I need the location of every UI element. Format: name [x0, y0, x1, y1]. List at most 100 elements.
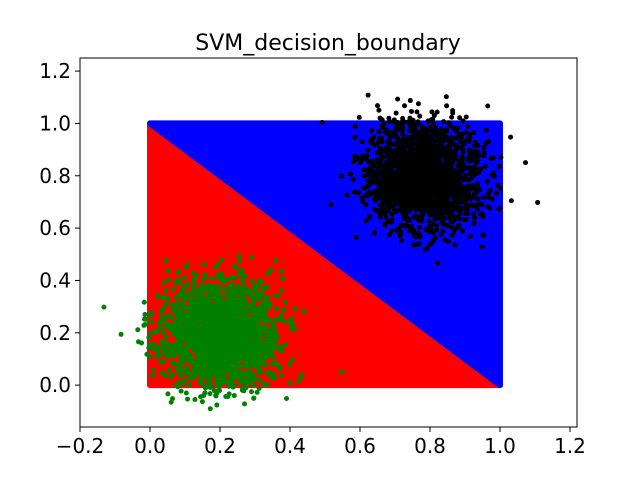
series-green-points — [101, 253, 345, 412]
data-point — [180, 292, 186, 298]
data-point — [206, 367, 212, 373]
data-point — [382, 222, 388, 228]
data-point — [144, 351, 150, 357]
data-point — [236, 344, 242, 350]
data-point — [252, 287, 258, 293]
data-point — [166, 367, 172, 373]
data-point — [498, 186, 504, 192]
data-point — [393, 176, 399, 182]
data-point — [216, 293, 222, 299]
data-point — [413, 207, 419, 213]
data-point — [442, 237, 448, 243]
data-point — [227, 383, 233, 389]
data-point — [197, 303, 203, 309]
data-point — [404, 217, 410, 223]
x-tick-label: 0.4 — [274, 434, 306, 458]
data-point — [425, 118, 431, 124]
data-point — [393, 110, 399, 116]
x-tick-label: 1.2 — [554, 434, 586, 458]
data-point — [260, 360, 266, 366]
data-point — [183, 264, 189, 270]
data-point — [264, 338, 270, 344]
data-point — [399, 194, 405, 200]
data-point — [484, 179, 490, 185]
data-point — [141, 299, 147, 305]
data-point — [376, 169, 382, 175]
data-point — [220, 374, 226, 380]
data-point — [277, 346, 283, 352]
data-point — [270, 321, 276, 327]
data-point — [406, 177, 412, 183]
series-black-points — [319, 92, 541, 266]
data-point — [283, 342, 289, 348]
data-point — [189, 296, 195, 302]
data-point — [460, 162, 466, 168]
data-point — [410, 166, 416, 172]
data-point — [154, 328, 160, 334]
data-point — [433, 167, 439, 173]
data-point — [270, 333, 276, 339]
data-point — [199, 399, 205, 405]
data-point — [444, 103, 450, 109]
data-point — [161, 358, 167, 364]
data-point — [421, 185, 427, 191]
data-point — [185, 281, 191, 287]
data-point — [459, 131, 465, 137]
data-point — [468, 185, 474, 191]
data-point — [431, 121, 437, 127]
data-point — [410, 160, 416, 166]
data-point — [282, 299, 288, 305]
data-point — [168, 345, 174, 351]
data-point — [243, 339, 249, 345]
data-point — [223, 287, 229, 293]
data-point — [376, 129, 382, 135]
data-point — [434, 109, 440, 115]
data-point — [229, 288, 234, 294]
data-point — [241, 388, 247, 394]
data-point — [193, 318, 199, 324]
data-point — [427, 229, 433, 235]
data-point — [170, 360, 176, 366]
data-point — [464, 183, 470, 189]
data-point — [352, 134, 358, 140]
data-point — [173, 294, 179, 300]
data-point — [135, 339, 141, 345]
data-point — [253, 334, 259, 340]
data-point — [191, 291, 197, 297]
data-point — [187, 328, 193, 334]
data-point — [410, 155, 416, 161]
data-point — [193, 311, 199, 317]
data-point — [350, 159, 356, 165]
data-point — [397, 170, 403, 176]
data-point — [236, 339, 242, 345]
data-point — [427, 202, 433, 208]
data-point — [388, 219, 394, 225]
data-point — [170, 302, 176, 308]
data-point — [432, 235, 438, 241]
data-point — [180, 381, 186, 387]
data-point — [202, 352, 208, 358]
data-point — [248, 341, 254, 347]
data-point — [377, 211, 383, 217]
data-point — [292, 306, 298, 312]
data-point — [202, 328, 208, 334]
data-point — [198, 289, 204, 295]
data-point — [429, 116, 435, 122]
data-point — [142, 321, 148, 327]
data-point — [356, 189, 362, 195]
data-point — [379, 117, 385, 123]
data-point — [427, 223, 433, 229]
data-point — [207, 360, 213, 366]
data-point — [423, 136, 429, 142]
data-point — [215, 301, 221, 307]
data-point — [243, 313, 249, 319]
data-point — [416, 130, 422, 136]
data-point — [101, 304, 107, 310]
data-point — [195, 357, 201, 363]
data-point — [369, 190, 375, 196]
data-point — [428, 181, 434, 187]
data-point — [299, 374, 305, 380]
data-point — [449, 224, 455, 230]
data-point — [411, 242, 417, 248]
